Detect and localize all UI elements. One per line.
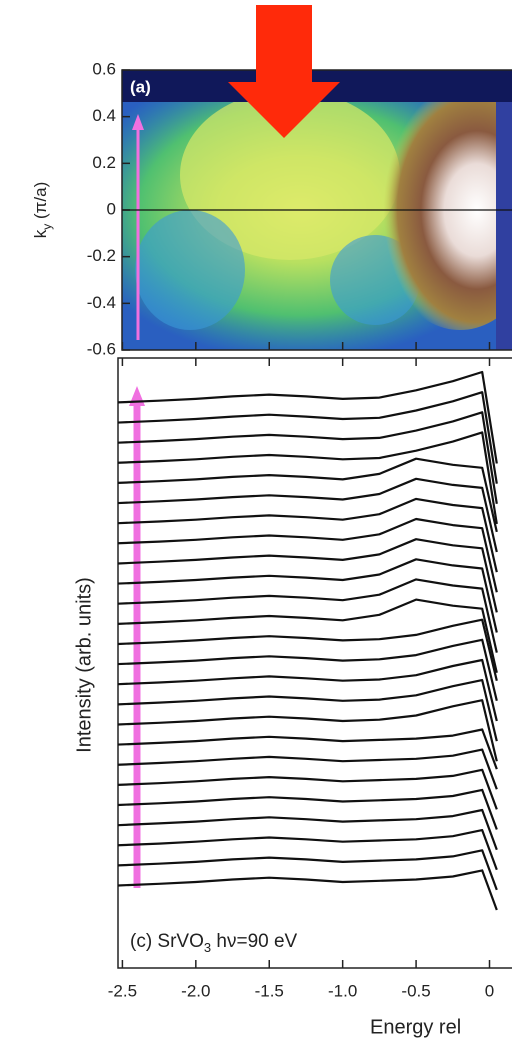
x-tick-label: -1.5 [255,981,284,1000]
annotation-main: (c) SrVO [130,931,204,952]
spectrum-line [118,370,498,464]
spectrum-line [118,638,498,702]
spectrum-line [118,477,498,553]
spectrum-line [118,808,498,851]
spectrum-line [118,788,498,830]
x-tick-label: -2.5 [108,981,137,1000]
spectrum-line [118,768,498,810]
y-tick-label: 0.6 [92,59,116,78]
y-tick-label: -0.4 [87,293,116,312]
annotation-rest: hν=90 eV [211,931,297,952]
spectrum-line [118,679,498,742]
spectrum-line [118,411,498,504]
spectrum-line [118,517,498,593]
annotation: (c) SrVO3 hν=90 eV [130,931,298,955]
y-axis-title: ky (π/a) [31,182,54,238]
y-tick-label: -0.2 [87,246,116,265]
spectrum-line [118,558,498,633]
y-tick-label: 0 [107,199,116,218]
panel-label: (a) [130,77,151,96]
spectrum-line [118,497,498,573]
y-tick-label: -0.6 [87,339,116,358]
x-tick-label: -2.0 [181,981,210,1000]
spectrum-line [118,658,498,722]
x-tick-label: -1.0 [328,981,357,1000]
y-axis-title-sub: y [40,224,54,230]
y-axis-title-main: k [31,229,50,238]
y-axis-title-rest: (π/a) [31,182,50,224]
spectrum-line [118,431,498,525]
spectrum-line [118,538,498,613]
annotation-sub: 3 [204,940,211,955]
x-tick-label: 0 [485,981,494,1000]
spectrum-line [118,391,498,484]
spectrum-line [118,728,498,770]
spectrum-line [118,598,498,674]
spectrum-line [118,578,498,653]
y-axis-title: Intensity (arb. units) [73,577,95,753]
spectrum-line [118,618,498,681]
spectrum-line [118,699,498,762]
highlight-arrow [228,5,340,138]
x-axis-title: Energy rel [370,1016,461,1038]
y-tick-label: 0.2 [92,153,116,172]
spectrum-line [118,829,498,871]
spectrum-line [118,457,498,533]
y-tick-label: 0.4 [92,106,116,125]
spectrum-line [118,869,498,911]
spectrum-line [118,849,498,891]
spectrum-line [118,748,498,790]
x-tick-label: -0.5 [401,981,430,1000]
